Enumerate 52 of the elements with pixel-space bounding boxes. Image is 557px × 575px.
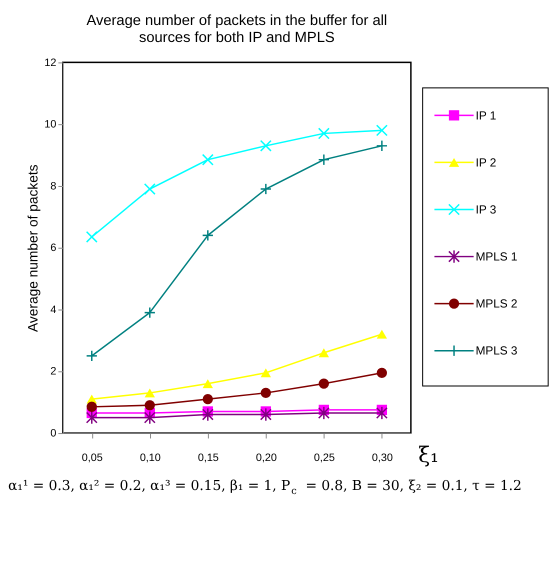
point: [202, 154, 214, 166]
point: [318, 378, 329, 389]
y-tick-label: 8: [50, 180, 56, 192]
y-tick-label: 10: [44, 118, 56, 131]
x-axis-title: ξ₁: [418, 443, 439, 468]
point: [318, 128, 330, 140]
y-tick-label: 2: [50, 366, 56, 378]
point: [86, 410, 98, 425]
x-tick-label: 0,30: [372, 452, 393, 464]
x-tick-label: 0,10: [140, 452, 161, 464]
legend-label: MPLS 2: [476, 298, 518, 311]
legend-label: MPLS 1: [476, 250, 518, 264]
point: [144, 388, 155, 398]
point: [260, 388, 271, 398]
x-tick-label: 0,05: [82, 452, 103, 464]
y-tick-label: 0: [50, 428, 56, 440]
y-axis-title: Average number of packets: [26, 164, 41, 332]
point: [260, 183, 272, 195]
point: [376, 124, 388, 136]
point: [202, 394, 213, 404]
legend-label: MPLS 3: [476, 344, 518, 358]
point: [202, 230, 214, 242]
point: [318, 154, 330, 166]
y-tick-label: 12: [44, 56, 56, 69]
point: [144, 410, 156, 425]
point: [144, 306, 156, 318]
text: Average number of packets in the buffer for all: [86, 13, 388, 30]
point: [144, 183, 156, 195]
y-tick-label: 6: [50, 242, 56, 254]
point: [86, 231, 98, 243]
point: [376, 330, 388, 339]
point: [376, 140, 388, 152]
point: [318, 406, 330, 420]
point: [260, 408, 272, 422]
point: [260, 368, 271, 378]
point: [144, 400, 155, 410]
point: [202, 408, 214, 422]
point: [376, 368, 388, 378]
x-tick-label: 0,25: [314, 452, 335, 464]
legend-label: IP 1: [476, 109, 496, 122]
x-tick-label: 0,20: [256, 452, 277, 464]
point: [376, 406, 388, 420]
text: sources for both IP and MPLS: [138, 30, 335, 46]
point: [86, 350, 98, 362]
point: [86, 402, 97, 412]
y-tick-label: 4: [50, 304, 56, 316]
legend-label: IP 2: [476, 156, 496, 170]
x-tick-label: 0,15: [198, 452, 219, 464]
point: [260, 140, 272, 152]
point: [202, 379, 213, 388]
point: [318, 348, 329, 358]
legend-label: IP 3: [476, 203, 497, 216]
